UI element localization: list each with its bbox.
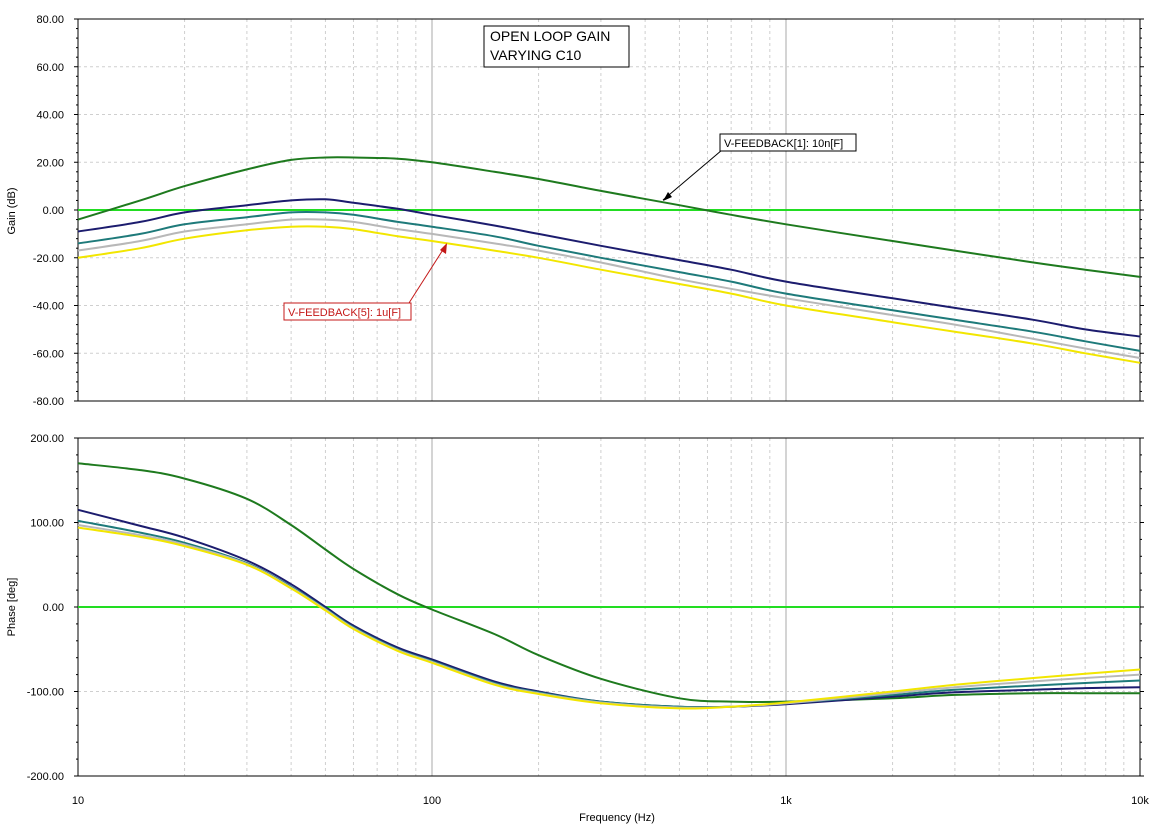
- annotation-vfeedback-1: V-FEEDBACK[1]: 10n[F]: [662, 133, 857, 201]
- annotation-1-box: [719, 133, 857, 152]
- y-tick-label: 40.00: [36, 110, 64, 122]
- gain-series-1-line: [77, 156, 1141, 278]
- phase-y-axis-label: Phase [deg]: [6, 578, 18, 637]
- gain-series-2-line: [77, 198, 1141, 338]
- gain-series-5-line: [77, 225, 1141, 364]
- annotation-2-label: V-FEEDBACK[5]: 1u[F]: [288, 307, 401, 319]
- annotation-vfeedback-5: V-FEEDBACK[5]: 1u[F]: [283, 243, 447, 321]
- x-tick-label: 10k: [1131, 795, 1149, 807]
- chart-title-line-2: VARYING C10: [490, 47, 582, 63]
- gain-series-4-line: [77, 218, 1141, 359]
- y-tick-label: 100.00: [30, 518, 64, 530]
- x-tick-label: 1k: [780, 795, 792, 807]
- y-tick-label: 200.00: [30, 433, 64, 445]
- annotation-1-label: V-FEEDBACK[1]: 10n[F]: [724, 138, 843, 150]
- y-tick-label: -20.00: [33, 253, 64, 265]
- x-axis-label: Frequency (Hz): [579, 812, 655, 824]
- gain-y-axis-label: Gain (dB): [6, 187, 18, 234]
- y-tick-label: 80.00: [36, 14, 64, 26]
- title-box: [483, 25, 630, 68]
- x-tick-label: 10: [72, 795, 84, 807]
- x-tick-label: 100: [423, 795, 441, 807]
- phase-series-1-line: [77, 462, 1140, 704]
- y-tick-label: -100.00: [27, 687, 64, 699]
- y-tick-label: -80.00: [33, 396, 64, 408]
- phase-series-2-line: [77, 508, 1141, 709]
- y-tick-label: 20.00: [36, 157, 64, 169]
- annotation-1-arrow-line: [662, 149, 723, 201]
- axis-labels-layer: 80.00 60.00 40.00 20.00 0.00 -20.00 -40.00 -60.…: [27, 14, 1150, 807]
- annotation-2-arrow-line: [408, 244, 447, 304]
- phase-series-5-line: [77, 526, 1141, 710]
- y-tick-label: 0.00: [43, 205, 64, 217]
- y-tick-label: -200.00: [27, 771, 64, 783]
- plot-frames: [74, 18, 1144, 777]
- y-tick-label: 60.00: [36, 62, 64, 74]
- y-tick-label: -60.00: [33, 348, 64, 360]
- gain-series-3-line: [77, 210, 1141, 352]
- annotation-1-arrowhead: [663, 192, 672, 201]
- chart-title-line-1: OPEN LOOP GAIN: [490, 28, 610, 44]
- phase-series-3-line: [77, 519, 1141, 709]
- annotation-2-box: [283, 302, 412, 321]
- y-tick-label: -40.00: [33, 301, 64, 313]
- grid-layer: [78, 19, 1140, 776]
- series-layer: [77, 156, 1141, 710]
- y-tick-label: 0.00: [43, 602, 64, 614]
- annotation-2-arrowhead: [440, 243, 447, 254]
